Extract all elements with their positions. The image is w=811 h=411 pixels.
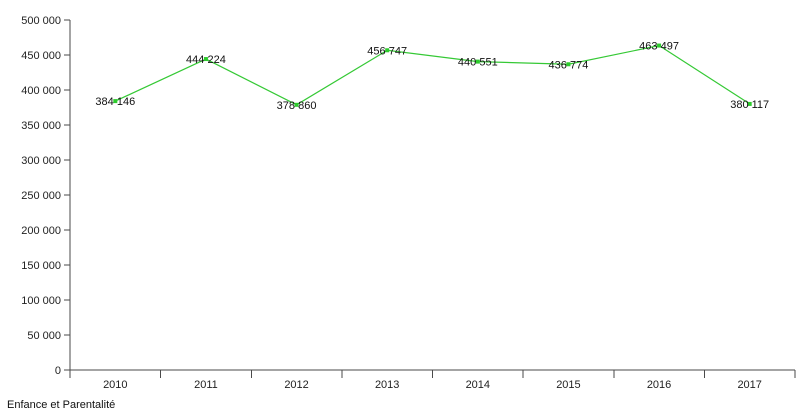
x-tick-label: 2016 (647, 379, 671, 391)
y-tick-label: 400 000 (21, 85, 61, 97)
data-point (747, 101, 752, 106)
data-label: 378 860 (277, 100, 317, 112)
data-label: 456 747 (367, 45, 407, 57)
data-point (113, 99, 118, 104)
y-tick-label: 0 (55, 365, 61, 377)
x-tick-label: 2011 (194, 379, 218, 391)
category-label: Enfance et Parentalité (7, 399, 116, 411)
data-point (566, 62, 571, 67)
series-line (115, 44, 751, 106)
data-point (657, 43, 662, 48)
x-tick-label: 2010 (103, 379, 127, 391)
data-label: 444 224 (186, 54, 226, 66)
x-tick-label: 2015 (556, 379, 580, 391)
data-label: 436 774 (549, 59, 589, 71)
data-point (385, 48, 390, 53)
data-point (475, 59, 480, 64)
y-tick-label: 100 000 (21, 295, 61, 307)
y-tick-label: 300 000 (21, 155, 61, 167)
x-tick-label: 2012 (284, 379, 308, 391)
data-point (203, 57, 208, 62)
data-label: 384 146 (95, 96, 135, 108)
x-tick-label: 2014 (466, 379, 490, 391)
data-point (294, 102, 299, 107)
data-label: 440 551 (458, 57, 498, 69)
data-label: 380 117 (730, 99, 769, 111)
x-tick-label: 2013 (375, 379, 399, 391)
y-tick-label: 350 000 (21, 120, 61, 132)
y-tick-label: 500 000 (21, 15, 61, 27)
y-tick-label: 150 000 (21, 260, 61, 272)
x-tick-label: 2017 (737, 379, 761, 391)
y-tick-label: 200 000 (21, 225, 61, 237)
y-tick-label: 450 000 (21, 50, 61, 62)
y-tick-label: 50 000 (27, 330, 61, 342)
y-tick-label: 250 000 (21, 190, 61, 202)
data-label: 463 497 (639, 41, 679, 53)
